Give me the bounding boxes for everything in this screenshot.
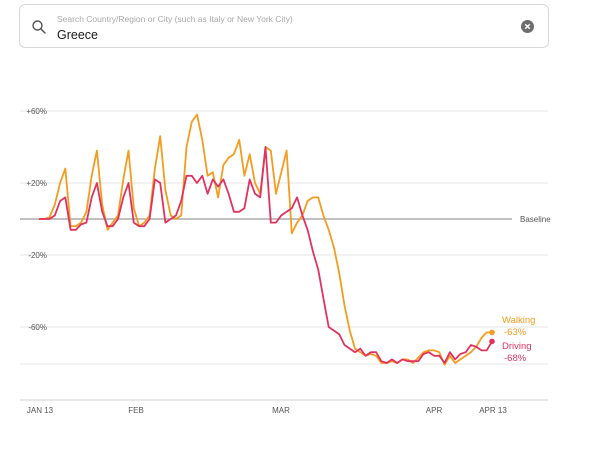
x-tick-label: FEB — [128, 406, 144, 415]
search-placeholder: Search Country/Region or City (such as I… — [57, 14, 293, 24]
search-icon — [32, 20, 46, 34]
series-name-label: Driving — [502, 341, 532, 352]
y-tick-label: -20% — [28, 251, 47, 260]
y-tick-label: -60% — [28, 323, 47, 332]
x-tick-label: JAN 13 — [27, 406, 54, 415]
x-tick-label: MAR — [272, 406, 290, 415]
baseline-label: Baseline — [520, 215, 551, 224]
y-tick-label: +60% — [26, 107, 47, 116]
clear-search-icon[interactable] — [521, 20, 534, 33]
series-line-driving — [39, 146, 493, 364]
series-name-label: Walking — [502, 315, 535, 326]
x-tick-label: APR — [426, 406, 443, 415]
x-tick-label: APR 13 — [479, 406, 507, 415]
y-tick-label: +20% — [26, 179, 47, 188]
series-end-dot-driving — [489, 338, 495, 345]
series-end-dot-walking — [489, 329, 495, 336]
mobility-chart: +60% +20% -20% -60% Baseline JAN 13 FEB MAR APR A… — [0, 90, 600, 430]
series-value-label: -68% — [504, 353, 527, 364]
search-input[interactable]: Greece — [57, 28, 98, 42]
chart-svg: +60% +20% -20% -60% Baseline JAN 13 FEB MAR APR A… — [20, 107, 551, 415]
series-value-label: -63% — [504, 327, 527, 338]
search-field[interactable]: Search Country/Region or City (such as I… — [19, 4, 549, 48]
